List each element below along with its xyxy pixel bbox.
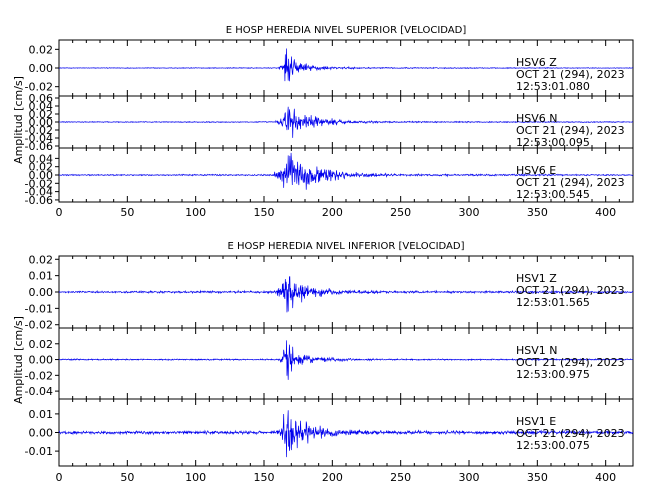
x-tick-label: 200 <box>322 206 343 219</box>
trace-date-label: OCT 21 (294), 2023 <box>516 356 625 369</box>
station-component-label: HSV6 Z <box>516 56 557 69</box>
x-tick-label: 150 <box>254 206 275 219</box>
y-tick-label: -0.02 <box>25 81 53 94</box>
y-tick-label: -0.02 <box>25 177 53 190</box>
x-tick-label: 250 <box>390 206 411 219</box>
trace-hsv6-n: 0.060.040.020.00-0.02-0.04-0.06 HSV6 NOCT… <box>25 92 634 153</box>
waveform-line <box>58 106 634 138</box>
station-component-label: HSV1 E <box>516 415 556 428</box>
waveform-line <box>58 276 634 313</box>
y-tick-label: 0.00 <box>29 116 54 129</box>
trace-date-label: OCT 21 (294), 2023 <box>516 68 625 81</box>
chart-title: E HOSP HEREDIA NIVEL SUPERIOR [VELOCIDAD… <box>226 25 467 36</box>
y-tick-label: 0.00 <box>29 354 54 367</box>
x-tick-label: 300 <box>459 206 480 219</box>
y-tick-label: 0.01 <box>29 270 54 283</box>
y-tick-label: -0.06 <box>25 194 53 207</box>
x-tick-label: 250 <box>390 471 411 484</box>
chart-panel-2: E HOSP HEREDIA NIVEL INFERIOR [VELOCIDAD… <box>12 241 634 484</box>
y-tick-label: 0.00 <box>29 62 54 75</box>
y-tick-label: 0.02 <box>29 108 54 121</box>
waveform-line <box>58 48 634 82</box>
y-tick-label: -0.02 <box>25 369 53 382</box>
y-tick-label: -0.02 <box>25 124 53 137</box>
y-tick-label: 0.02 <box>29 253 54 266</box>
trace-time-label: 12:53:00.095 <box>516 136 590 149</box>
station-component-label: HSV6 N <box>516 112 558 125</box>
trace-time-label: 12:53:00.545 <box>516 188 590 201</box>
x-tick-label: 100 <box>185 206 206 219</box>
trace-time-label: 12:53:01.565 <box>516 296 590 309</box>
y-tick-label: -0.04 <box>25 132 53 145</box>
y-tick-label: 0.04 <box>29 152 54 165</box>
y-tick-label: -0.04 <box>25 385 53 398</box>
x-tick-label: 200 <box>322 471 343 484</box>
trace-time-label: 12:53:00.075 <box>516 439 590 452</box>
y-tick-label: 0.00 <box>29 169 54 182</box>
x-tick-label: 50 <box>120 206 134 219</box>
x-tick-label: 300 <box>459 471 480 484</box>
y-tick-label: 0.00 <box>29 427 54 440</box>
x-tick-label: 400 <box>595 471 616 484</box>
x-tick-label: 150 <box>254 471 275 484</box>
y-tick-label: -0.02 <box>25 319 53 332</box>
x-tick-label: 50 <box>120 471 134 484</box>
trace-time-label: 12:53:00.975 <box>516 368 590 381</box>
y-tick-label: -0.06 <box>25 140 53 153</box>
y-tick-label: 0.02 <box>29 338 54 351</box>
x-tick-label: 100 <box>185 471 206 484</box>
trace-date-label: OCT 21 (294), 2023 <box>516 427 625 440</box>
waveform-line <box>58 410 634 458</box>
y-tick-label: 0.02 <box>29 43 54 56</box>
x-tick-label: 400 <box>595 206 616 219</box>
station-component-label: HSV6 E <box>516 164 556 177</box>
y-tick-label: -0.01 <box>25 302 53 315</box>
station-component-label: HSV1 N <box>516 344 558 357</box>
y-axis-label: Amplitud [cm/s] <box>12 76 25 164</box>
x-tick-label: 0 <box>56 471 63 484</box>
trace-date-label: OCT 21 (294), 2023 <box>516 284 625 297</box>
x-tick-label: 0 <box>56 206 63 219</box>
x-tick-label: 350 <box>527 206 548 219</box>
chart-title: E HOSP HEREDIA NIVEL INFERIOR [VELOCIDAD… <box>228 241 465 252</box>
x-tick-label: 350 <box>527 471 548 484</box>
trace-time-label: 12:53:01.080 <box>516 80 590 93</box>
y-tick-label: 0.01 <box>29 408 54 421</box>
station-component-label: HSV1 Z <box>516 272 557 285</box>
y-tick-label: -0.04 <box>25 186 53 199</box>
y-axis-label: Amplitud [cm/s] <box>12 316 25 404</box>
y-tick-label: 0.02 <box>29 161 54 174</box>
y-tick-label: -0.01 <box>25 445 53 458</box>
chart-panel-1: E HOSP HEREDIA NIVEL SUPERIOR [VELOCIDAD… <box>12 25 634 219</box>
waveform-line <box>58 152 634 190</box>
y-tick-label: 0.04 <box>29 100 54 113</box>
trace-date-label: OCT 21 (294), 2023 <box>516 124 625 137</box>
trace-date-label: OCT 21 (294), 2023 <box>516 176 625 189</box>
waveform-line <box>58 340 634 380</box>
y-tick-label: 0.06 <box>29 92 54 105</box>
y-tick-label: 0.00 <box>29 286 54 299</box>
